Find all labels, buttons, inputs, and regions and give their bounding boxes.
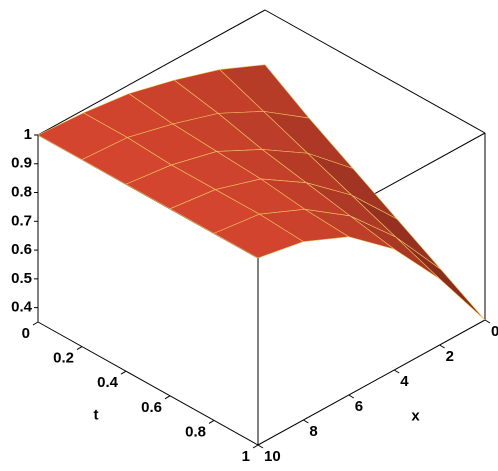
x-tick: [439, 344, 445, 349]
x-axis-label: x: [411, 407, 420, 424]
z-tick-label: 0.8: [11, 184, 32, 201]
y-tick-label: 1: [242, 448, 250, 465]
y-tick: [32, 321, 39, 326]
y-tick: [76, 346, 83, 351]
y-tick-label: 0.4: [97, 374, 119, 391]
y-tick: [208, 419, 215, 424]
y-tick: [120, 370, 127, 375]
box-edge: [37, 321, 259, 446]
x-tick-label: 6: [355, 398, 363, 415]
x-tick-label: 8: [309, 423, 317, 440]
box-edge: [264, 9, 486, 134]
z-tick-label: 0.4: [11, 299, 33, 316]
x-tick: [484, 319, 491, 324]
box-edge: [257, 319, 486, 446]
x-tick-label: 10: [264, 448, 281, 465]
z-tick-label: 0.9: [11, 155, 32, 172]
x-tick: [257, 444, 264, 449]
y-tick: [164, 395, 171, 400]
y-tick: [252, 444, 259, 449]
y-tick-label: 0.6: [141, 399, 162, 416]
z-tick-label: 0.5: [11, 270, 32, 287]
x-tick: [303, 419, 309, 424]
x-tick-label: 2: [446, 348, 454, 365]
x-tick-label: 4: [400, 373, 409, 390]
box-edge: [37, 9, 266, 136]
x-tick: [348, 394, 355, 399]
x-tick: [393, 369, 400, 374]
y-tick-label: 0: [22, 325, 30, 342]
z-tick-label: 0.6: [11, 241, 32, 258]
y-tick-label: 0.2: [53, 350, 74, 367]
z-tick-label: 1: [24, 126, 32, 143]
y-axis-label: t: [94, 406, 99, 423]
z-tick-label: 0.7: [11, 212, 32, 229]
y-tick-label: 0.8: [185, 423, 206, 440]
x-tick-label: 0: [491, 323, 498, 340]
surface-patch: [213, 213, 305, 259]
